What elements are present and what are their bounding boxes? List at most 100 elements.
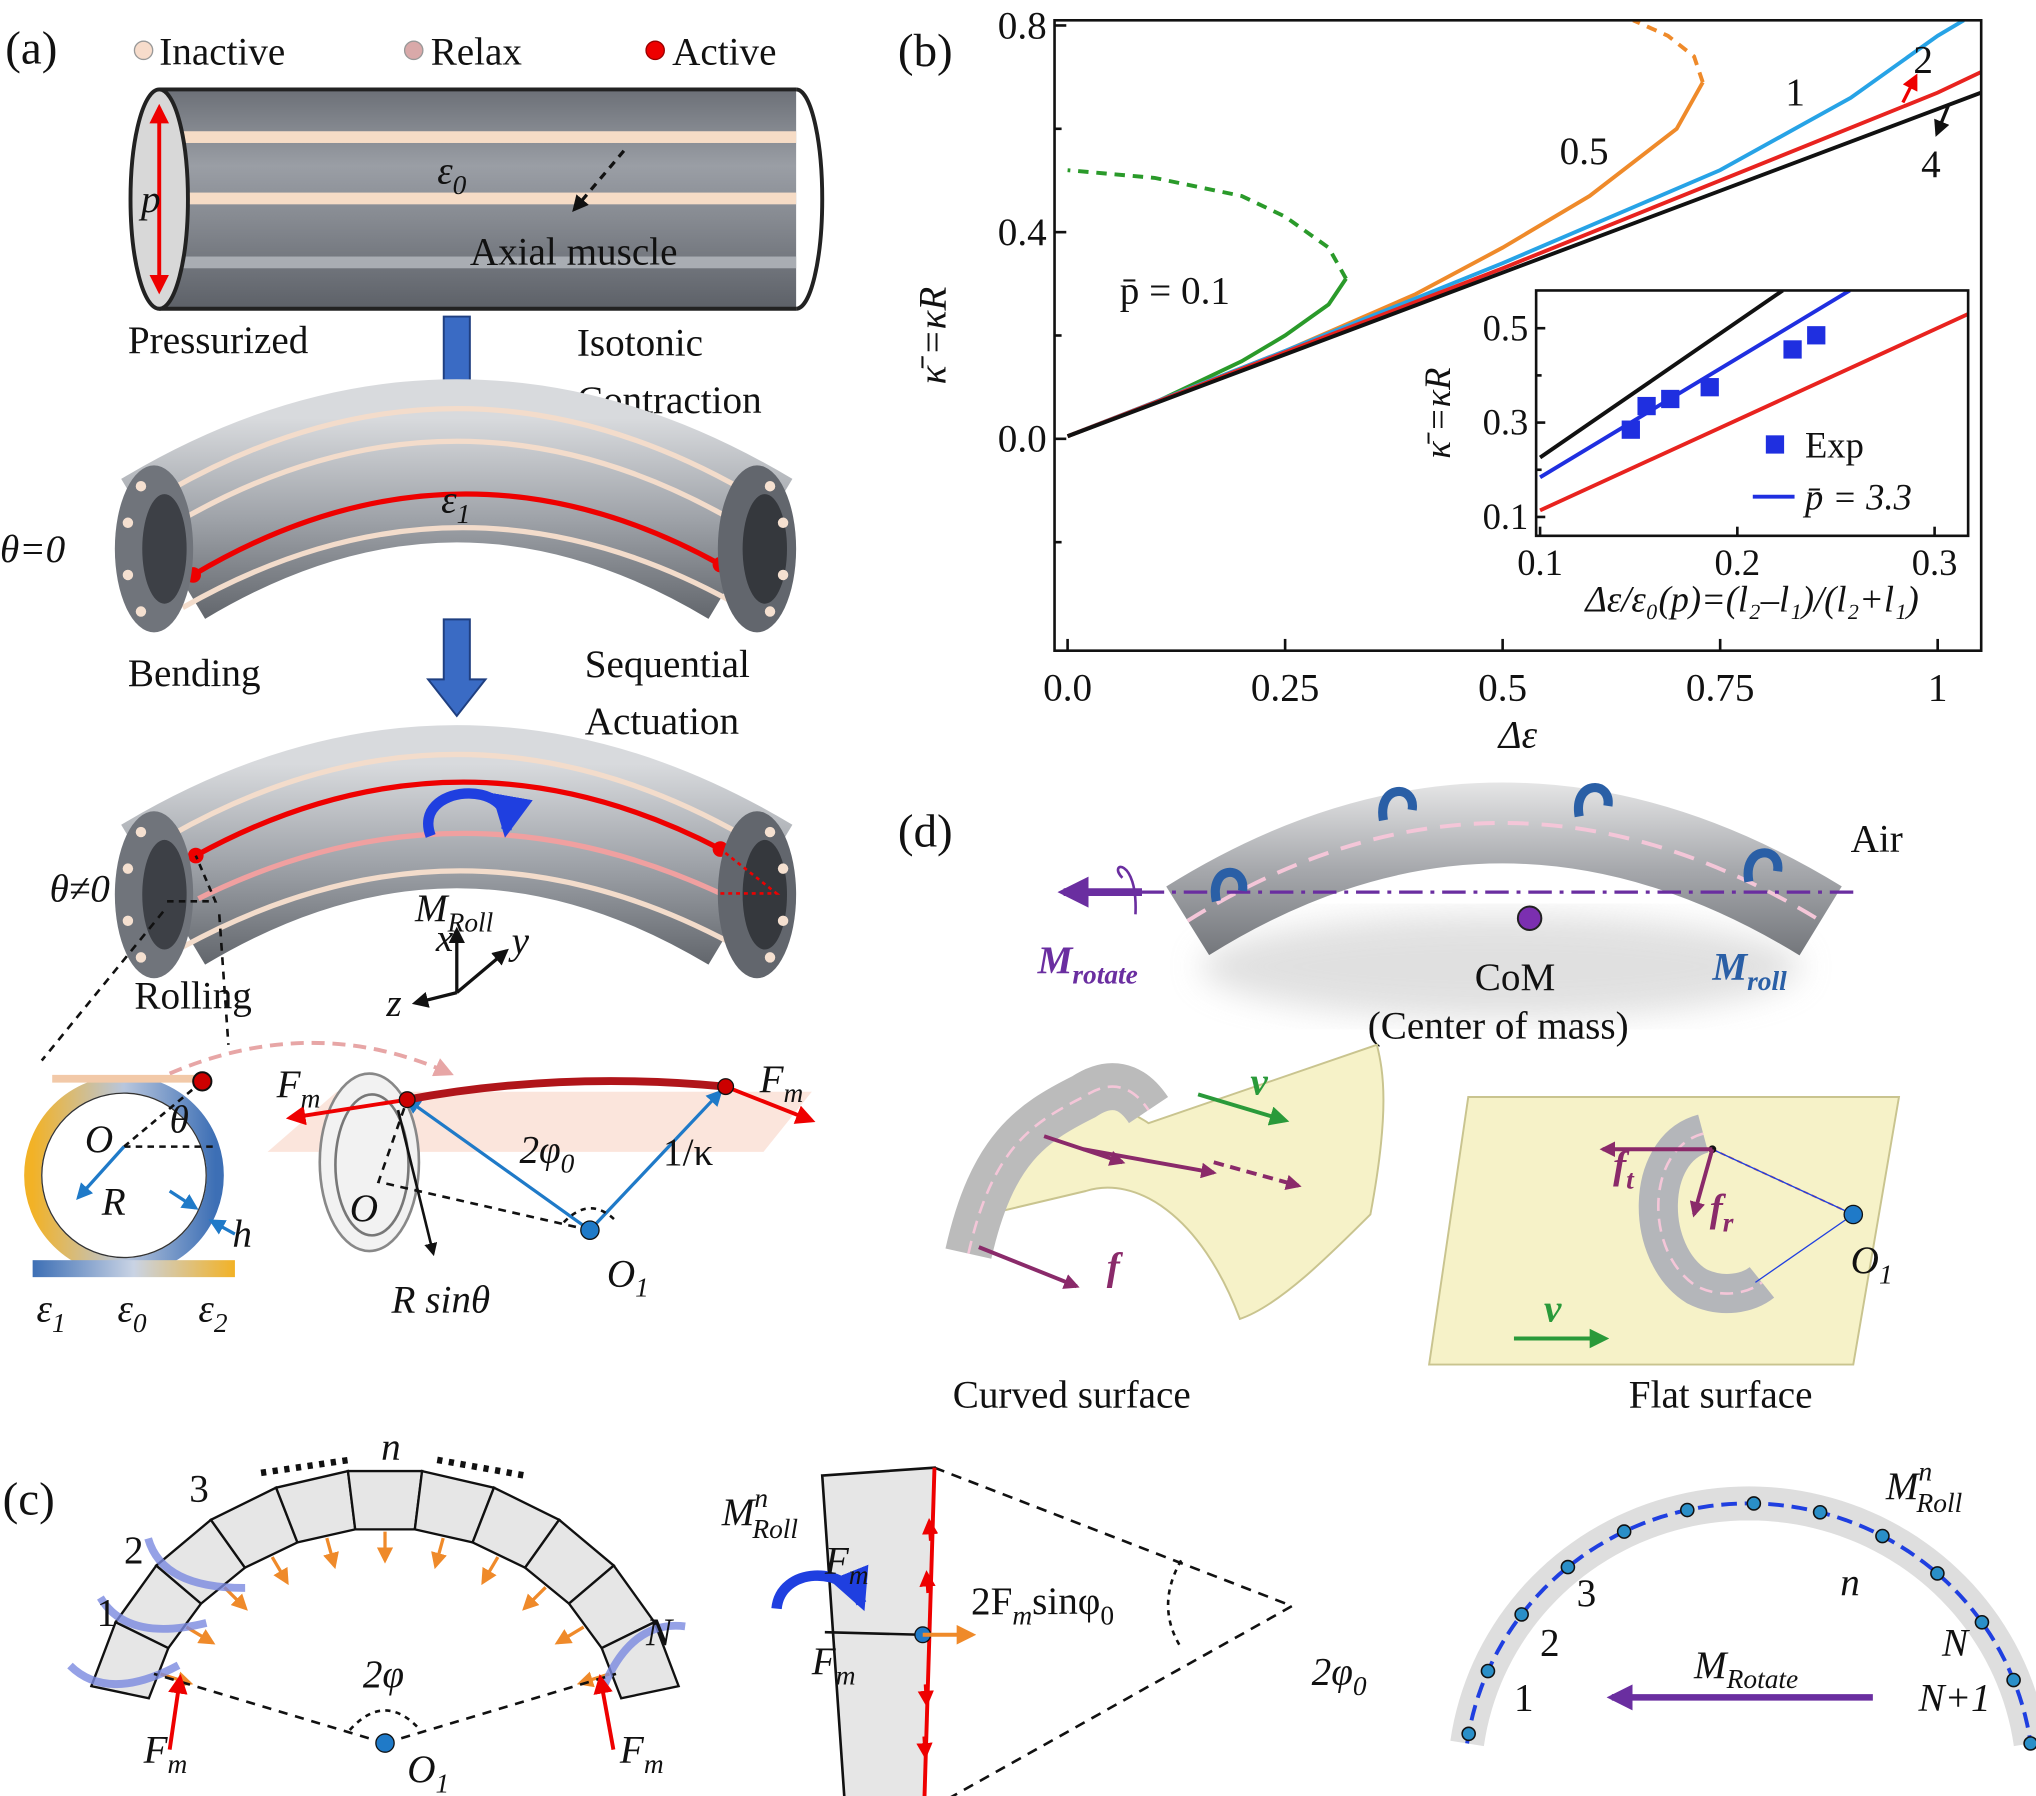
label: f xyxy=(1107,1246,1124,1289)
shape xyxy=(122,481,789,617)
y-axis-label: κ̄ =κR xyxy=(1417,368,1458,459)
data-point xyxy=(1621,420,1640,439)
label: Bending xyxy=(128,652,261,695)
node xyxy=(1746,1496,1762,1511)
shape xyxy=(348,1709,422,1731)
shape xyxy=(1166,782,1842,956)
shape xyxy=(411,991,458,1008)
label: Actuation xyxy=(585,700,739,743)
colorbar-label: ε1 xyxy=(37,1288,66,1338)
shape xyxy=(1657,1132,1763,1295)
label: 2φ xyxy=(363,1653,404,1696)
label: Curved surface xyxy=(953,1374,1191,1417)
shape xyxy=(1755,1213,1854,1283)
label: O xyxy=(85,1118,113,1161)
shape xyxy=(1450,1486,2036,1751)
shape xyxy=(182,131,797,143)
shape xyxy=(742,494,787,604)
shape xyxy=(404,1097,591,1232)
shape xyxy=(764,826,776,838)
shape xyxy=(122,915,134,927)
shape xyxy=(717,1078,735,1096)
label: Mn Roll xyxy=(721,1483,799,1544)
node xyxy=(2006,1672,2021,1688)
node xyxy=(1616,1524,1632,1539)
shape xyxy=(580,1220,600,1240)
label: MRoll xyxy=(414,887,494,937)
data-point xyxy=(1661,389,1680,409)
axis-label: x xyxy=(435,917,454,960)
shape xyxy=(181,525,733,610)
label: Air xyxy=(1851,818,1903,861)
label: 3 xyxy=(1577,1572,1597,1615)
x-tick-label: 0.0 xyxy=(1043,666,1092,709)
label: Mn Roll xyxy=(1885,1457,1963,1518)
y-tick-label: 0.0 xyxy=(998,418,1047,461)
label: v xyxy=(1250,1060,1268,1103)
shape xyxy=(121,725,793,966)
shape xyxy=(168,405,746,493)
panel-label: (a) xyxy=(5,22,57,74)
shape xyxy=(436,1456,526,1479)
x-tick-label: 0.2 xyxy=(1715,542,1761,583)
shape xyxy=(76,1145,126,1200)
y-axis-label: κ̄ =κR xyxy=(911,287,954,385)
shape xyxy=(719,848,781,895)
series-line xyxy=(1538,290,1784,460)
label: Mrotate xyxy=(1037,939,1138,989)
label: 1/κ xyxy=(663,1131,713,1174)
node xyxy=(1480,1663,1496,1679)
shape xyxy=(260,1456,351,1477)
label: N+1 xyxy=(1918,1676,1991,1719)
shape xyxy=(917,1684,934,1708)
moment-arrow xyxy=(97,1595,208,1633)
node xyxy=(1560,1559,1576,1575)
legend-marker xyxy=(1765,435,1785,454)
x-tick-label: 0.3 xyxy=(1912,542,1958,583)
force-arrow xyxy=(522,1586,547,1611)
shape xyxy=(934,1466,1296,1796)
shape xyxy=(194,779,722,858)
data-point xyxy=(1783,340,1802,359)
data-point xyxy=(1700,378,1719,397)
shape xyxy=(426,618,488,718)
shape xyxy=(40,910,165,1062)
y-tick-label: 0.3 xyxy=(1483,402,1529,443)
shape xyxy=(1166,1559,1183,1649)
shape xyxy=(285,1097,408,1126)
label: 2 xyxy=(1540,1622,1560,1665)
shape xyxy=(1689,1148,1715,1218)
label: 3 xyxy=(189,1468,209,1511)
shape xyxy=(182,256,797,269)
legend-label: Relax xyxy=(431,31,523,74)
shape xyxy=(742,839,787,950)
axis-label: z xyxy=(385,982,401,1025)
shape xyxy=(645,40,665,61)
x-axis-label: Δε/ε₀(p)=(l₂–l₁)/(l₂+l₁) xyxy=(1583,579,1918,620)
x-tick-label: 0.1 xyxy=(1517,542,1563,583)
label: O xyxy=(350,1187,378,1230)
label: N xyxy=(1941,1622,1970,1665)
colorbar-label: ε0 xyxy=(117,1288,146,1338)
shape xyxy=(764,952,776,963)
shape xyxy=(135,826,147,838)
label: MRotate xyxy=(1693,1644,1798,1694)
force-arrow xyxy=(431,1537,447,1570)
label: O1 xyxy=(1851,1239,1893,1289)
y-tick-label: 0.8 xyxy=(998,4,1047,47)
shape xyxy=(1082,1147,1217,1179)
shape xyxy=(197,830,722,901)
label: Fm xyxy=(811,1640,856,1690)
label: 2φ0 xyxy=(1312,1650,1367,1700)
chart: (b) 0.0 0.25 0.5 0.75 1 0.0 0.4 0.8 Δε κ̄ =κR p̄ = … xyxy=(898,4,1983,756)
shape xyxy=(1116,865,1137,915)
shape xyxy=(153,1672,617,1745)
shape xyxy=(1712,1148,1854,1216)
label: Flat surface xyxy=(1629,1374,1813,1417)
shape xyxy=(777,863,789,874)
panel-c: (c) n 3 2 1 N 2φ Fm Fm O1 Mn Roll Fm Fm 2… xyxy=(3,1426,2036,1796)
x-tick-label: 1 xyxy=(1928,666,1948,709)
series-line-dashed xyxy=(1067,168,1348,280)
moment-arrow xyxy=(144,1537,246,1592)
